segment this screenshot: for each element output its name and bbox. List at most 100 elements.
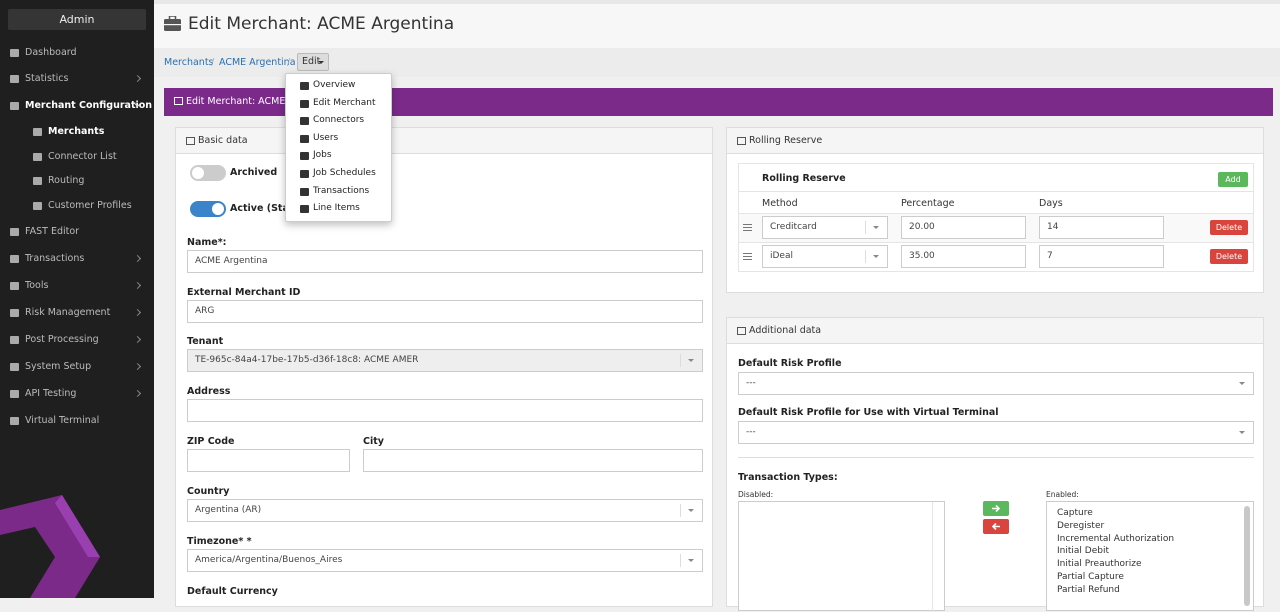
select-value: --- (746, 378, 756, 388)
nav-item[interactable]: Statistics (0, 68, 154, 90)
nav-subitem[interactable]: Customer Profiles (0, 195, 154, 217)
select[interactable]: --- (738, 421, 1254, 444)
nav-item[interactable]: Post Processing (0, 329, 154, 351)
chevron (133, 74, 142, 83)
menu-item[interactable]: Connectors (313, 115, 365, 126)
menu-icon (300, 134, 309, 143)
input[interactable]: ARG (187, 300, 703, 323)
nav-icon (33, 177, 42, 185)
move-left-button[interactable] (983, 519, 1009, 534)
nav-item[interactable]: Virtual Terminal (0, 410, 154, 432)
toggle-label: Active (Status) (230, 203, 311, 214)
menu-item[interactable]: Overview (313, 80, 356, 90)
nav-label: System Setup (25, 360, 92, 372)
nav-label: Routing (48, 175, 85, 186)
nav-icon (10, 227, 19, 236)
input[interactable] (187, 449, 350, 472)
nav-item[interactable]: FAST Editor (0, 221, 154, 243)
top-bar (154, 0, 1280, 48)
input[interactable]: Argentina (AR) (187, 499, 703, 522)
nav-subitem[interactable]: Connector List (0, 146, 154, 168)
menu-icon (300, 99, 309, 108)
nav-subitem[interactable]: Routing (0, 170, 154, 192)
list-option[interactable]: Capture (1057, 508, 1093, 518)
input[interactable]: iDeal (762, 245, 888, 268)
nav-icon (10, 389, 19, 398)
select-caret (688, 559, 694, 562)
edit-button[interactable]: Edit (297, 53, 329, 71)
column-header: Method (762, 198, 798, 209)
input[interactable]: 20.00 (901, 216, 1026, 239)
list-label: Enabled: (1046, 490, 1079, 499)
delete-button[interactable]: Delete (1210, 220, 1248, 235)
nav-item[interactable]: Merchant Configuration (0, 95, 154, 117)
toggle[interactable] (190, 201, 226, 217)
input[interactable] (363, 449, 703, 472)
nav-label: Post Processing (25, 333, 99, 345)
brand[interactable]: Admin (8, 9, 146, 30)
input[interactable] (187, 399, 703, 422)
list-option[interactable]: Deregister (1057, 520, 1105, 531)
input[interactable]: 35.00 (901, 245, 1026, 268)
input[interactable]: ACME Argentina (187, 250, 703, 273)
select[interactable]: --- (738, 372, 1254, 395)
toggle-label: Archived (230, 167, 278, 178)
toggle[interactable] (190, 165, 226, 181)
menu-icon (300, 117, 309, 126)
panel-title: Edit Merchant: ACME Argentina (186, 96, 335, 107)
breadcrumb-bar (154, 48, 1280, 77)
nav-label: Virtual Terminal (25, 414, 100, 426)
select-caret (873, 226, 879, 229)
select-caret (688, 509, 694, 512)
disabled-list[interactable] (738, 501, 945, 612)
nav-label: FAST Editor (25, 225, 80, 237)
list-option[interactable]: Partial Capture (1057, 572, 1124, 582)
chevron (133, 281, 142, 289)
knob (192, 167, 204, 179)
field-label: Country (187, 486, 230, 497)
nav-icon (10, 308, 19, 317)
menu-item[interactable]: Edit Merchant (313, 97, 376, 108)
nav-item[interactable]: Transactions (0, 248, 154, 270)
nav-label: Merchant Configuration (25, 100, 153, 111)
input-value: 7 (1047, 251, 1053, 261)
separator (738, 457, 1254, 458)
drag-handle (743, 253, 752, 260)
input[interactable]: 7 (1039, 245, 1164, 268)
menu-item[interactable]: Jobs (313, 150, 332, 161)
input[interactable]: America/Argentina/Buenos_Aires (187, 549, 703, 572)
list-option[interactable]: Initial Preauthorize (1057, 559, 1142, 570)
add-button[interactable]: Add (1218, 172, 1248, 187)
menu-item[interactable]: Line Items (313, 203, 360, 214)
nav-item[interactable]: Risk Management (0, 302, 154, 324)
list-option[interactable]: Partial Refund (1057, 584, 1120, 595)
nav-item[interactable]: Tools (0, 275, 154, 297)
input[interactable]: Creditcard (762, 216, 888, 239)
nav-item[interactable]: API Testing (0, 383, 154, 405)
additional-data-panel: Additional data Default Risk Profile --- D… (726, 317, 1264, 612)
list-option[interactable]: Incremental Authorization (1057, 533, 1175, 544)
rolling-reserve-panel: Rolling Reserve Rolling Reserve Add Method… (726, 127, 1264, 293)
enabled-list[interactable]: Capture Deregister Incremental Authorizati… (1046, 501, 1254, 611)
menu-item[interactable]: Users (313, 132, 339, 143)
input[interactable]: 14 (1039, 216, 1164, 239)
heading: Additional data (749, 325, 822, 336)
field-label: Default Risk Profile for Use with Virtua… (738, 407, 999, 418)
breadcrumb-separator: / (211, 57, 215, 68)
chevron (133, 362, 142, 370)
input[interactable]: TE-965c-84a4-17be-17b5-d36f-18c8: ACME A… (187, 349, 703, 372)
breadcrumb-link[interactable]: Merchants (164, 57, 214, 68)
move-right-button[interactable] (983, 501, 1009, 516)
page-title: Edit Merchant: ACME Argentina (188, 14, 455, 34)
list-option[interactable]: Initial Debit (1057, 546, 1109, 557)
nav-subitem[interactable]: Merchants (0, 121, 154, 143)
nav-item[interactable]: Dashboard (0, 42, 154, 64)
panel-heading: Additional data (727, 318, 1263, 344)
menu-item[interactable]: Job Schedules (313, 168, 376, 178)
sidebar: Admin Dashboard Statistics Merchant Config… (0, 0, 154, 598)
nav-item[interactable]: System Setup (0, 356, 154, 378)
breadcrumb-link[interactable]: ACME Argentina (219, 57, 296, 68)
delete-button[interactable]: Delete (1210, 249, 1248, 264)
menu-item[interactable]: Transactions (313, 185, 370, 196)
select-caret (873, 255, 879, 258)
